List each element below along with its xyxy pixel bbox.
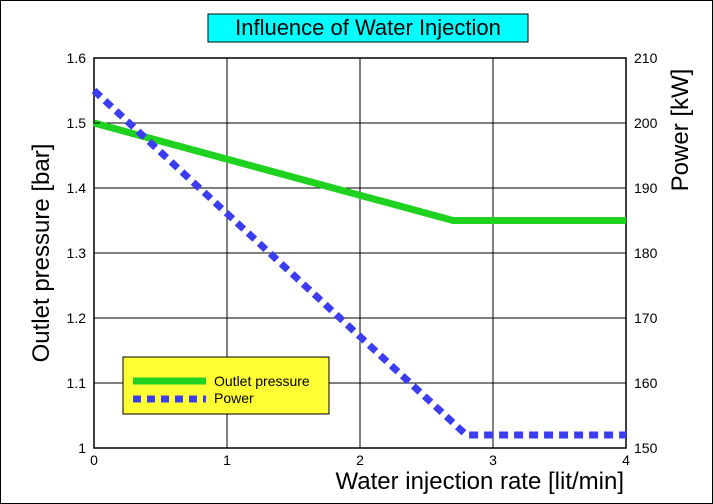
x-tick-label: 0 <box>90 452 98 468</box>
x-tick-label: 4 <box>622 452 630 468</box>
y-tick-label: 1.1 <box>67 375 87 391</box>
y2-tick-label: 170 <box>634 310 658 326</box>
title-box <box>207 13 529 43</box>
y2-tick-label: 150 <box>634 440 658 456</box>
series-line-power <box>91 87 626 439</box>
x-axis-label: Water injection rate [lit/min] <box>335 468 624 495</box>
y2-tick-label: 190 <box>634 180 658 196</box>
y-tick-label: 1.4 <box>67 180 87 196</box>
y2-tick-label: 210 <box>634 50 658 66</box>
y-tick-label: 1.3 <box>67 245 87 261</box>
y2-tick-label: 160 <box>634 375 658 391</box>
series-line-outlet-pressure <box>93 119 626 224</box>
y-tick-label: 1.2 <box>67 310 87 326</box>
x-axis-ticks: 0 1 2 3 4 <box>90 442 630 468</box>
y-tick-label: 1 <box>78 440 86 456</box>
chart-title: Influence of Water Injection <box>235 15 501 40</box>
y-tick-label: 1.6 <box>67 50 87 66</box>
x-tick-label: 3 <box>489 452 497 468</box>
legend-label-power: Power <box>214 390 254 406</box>
y-tick-label: 1.5 <box>67 115 87 131</box>
legend: Outlet pressure Power <box>122 356 330 415</box>
y2-tick-label: 180 <box>634 245 658 261</box>
x-tick-label: 2 <box>356 452 364 468</box>
legend-box <box>122 356 330 415</box>
legend-label-outlet-pressure: Outlet pressure <box>214 373 310 389</box>
y-axis-ticks: 1 1.1 1.2 1.3 1.4 1.5 1.6 <box>67 50 100 456</box>
series-layer <box>91 87 626 439</box>
y-axis-label: Outlet pressure [bar] <box>28 144 55 363</box>
y2-tick-label: 200 <box>634 115 658 131</box>
y2-axis-ticks: 150 160 170 180 190 200 210 <box>620 50 658 456</box>
y2-axis-label: Power [kW] <box>667 69 694 192</box>
x-tick-label: 1 <box>223 452 231 468</box>
